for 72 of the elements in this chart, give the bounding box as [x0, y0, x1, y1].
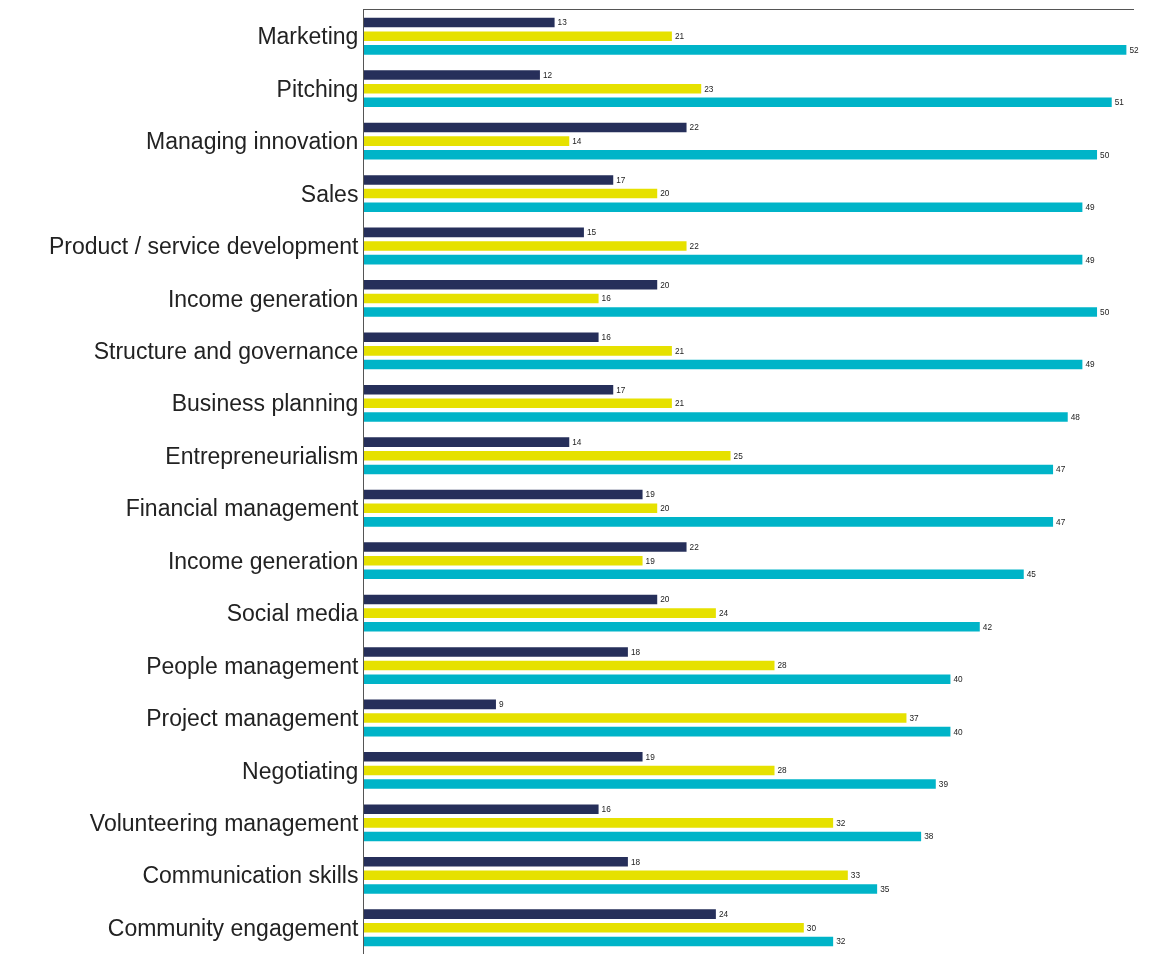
y-tick-label: Project management [146, 705, 359, 732]
bar [364, 765, 775, 776]
y-tick-label: Pitching [276, 75, 359, 102]
bar [364, 202, 1083, 212]
bar [364, 280, 658, 290]
bar [364, 293, 599, 304]
bar [364, 464, 1054, 475]
bar [364, 804, 599, 815]
bar [364, 83, 702, 94]
bar [364, 752, 643, 762]
bar [364, 870, 848, 881]
bar [364, 241, 687, 251]
y-tick-label: Sales [300, 180, 359, 207]
bar [364, 674, 951, 684]
y-tick-label: People management [146, 652, 359, 679]
bar [364, 779, 936, 789]
bar [364, 359, 1083, 370]
bar [364, 726, 951, 737]
y-tick-label: Managing innovation [146, 128, 359, 155]
bar [364, 660, 775, 671]
bar [364, 97, 1112, 108]
y-tick-label: Communication skills [142, 862, 359, 889]
y-tick-label: Social media [226, 600, 359, 627]
bar [364, 188, 658, 199]
bar [364, 884, 878, 894]
bar [364, 149, 1098, 160]
bar [364, 594, 658, 605]
bar [364, 437, 570, 447]
bar [364, 412, 1068, 422]
y-tick-label: Business planning [171, 390, 359, 417]
y-tick-label: Negotiating [242, 757, 359, 784]
bar [364, 307, 1098, 317]
y-tick-label: Entrepreneurialism [165, 442, 359, 469]
bar [364, 451, 731, 461]
bar [364, 699, 496, 710]
bar [364, 17, 555, 28]
y-tick-label: Marketing [257, 23, 359, 50]
bar [364, 936, 834, 947]
bar [364, 122, 687, 133]
y-tick-label: Community engagement [107, 914, 360, 941]
bar [364, 856, 628, 867]
bar [364, 608, 716, 618]
bar [364, 909, 716, 919]
bar [364, 555, 643, 566]
bar [364, 254, 1083, 265]
y-tick-label: Product / service development [49, 233, 359, 260]
bar [364, 384, 614, 395]
y-tick-label: Financial management [125, 495, 360, 522]
bar [364, 175, 614, 185]
bar [364, 503, 658, 513]
bar [364, 136, 570, 146]
bar [364, 569, 1024, 580]
y-tick-label: Volunteering management [89, 809, 359, 836]
bar [364, 831, 922, 842]
bar [364, 923, 804, 933]
y-tick-label: Income generation [167, 547, 359, 574]
bar [364, 332, 599, 343]
bar [364, 621, 980, 632]
bar [364, 227, 584, 238]
bar [364, 70, 540, 80]
y-tick-label: Structure and governance [93, 337, 359, 364]
bar [364, 542, 687, 552]
bar [364, 346, 672, 356]
bar [364, 818, 834, 828]
bar [364, 489, 643, 500]
bar [364, 647, 628, 657]
bar [364, 398, 672, 409]
bar [364, 713, 907, 723]
bar [364, 45, 1127, 55]
bar [364, 31, 672, 41]
y-tick-label: Income generation [167, 285, 359, 312]
bar [364, 517, 1054, 527]
